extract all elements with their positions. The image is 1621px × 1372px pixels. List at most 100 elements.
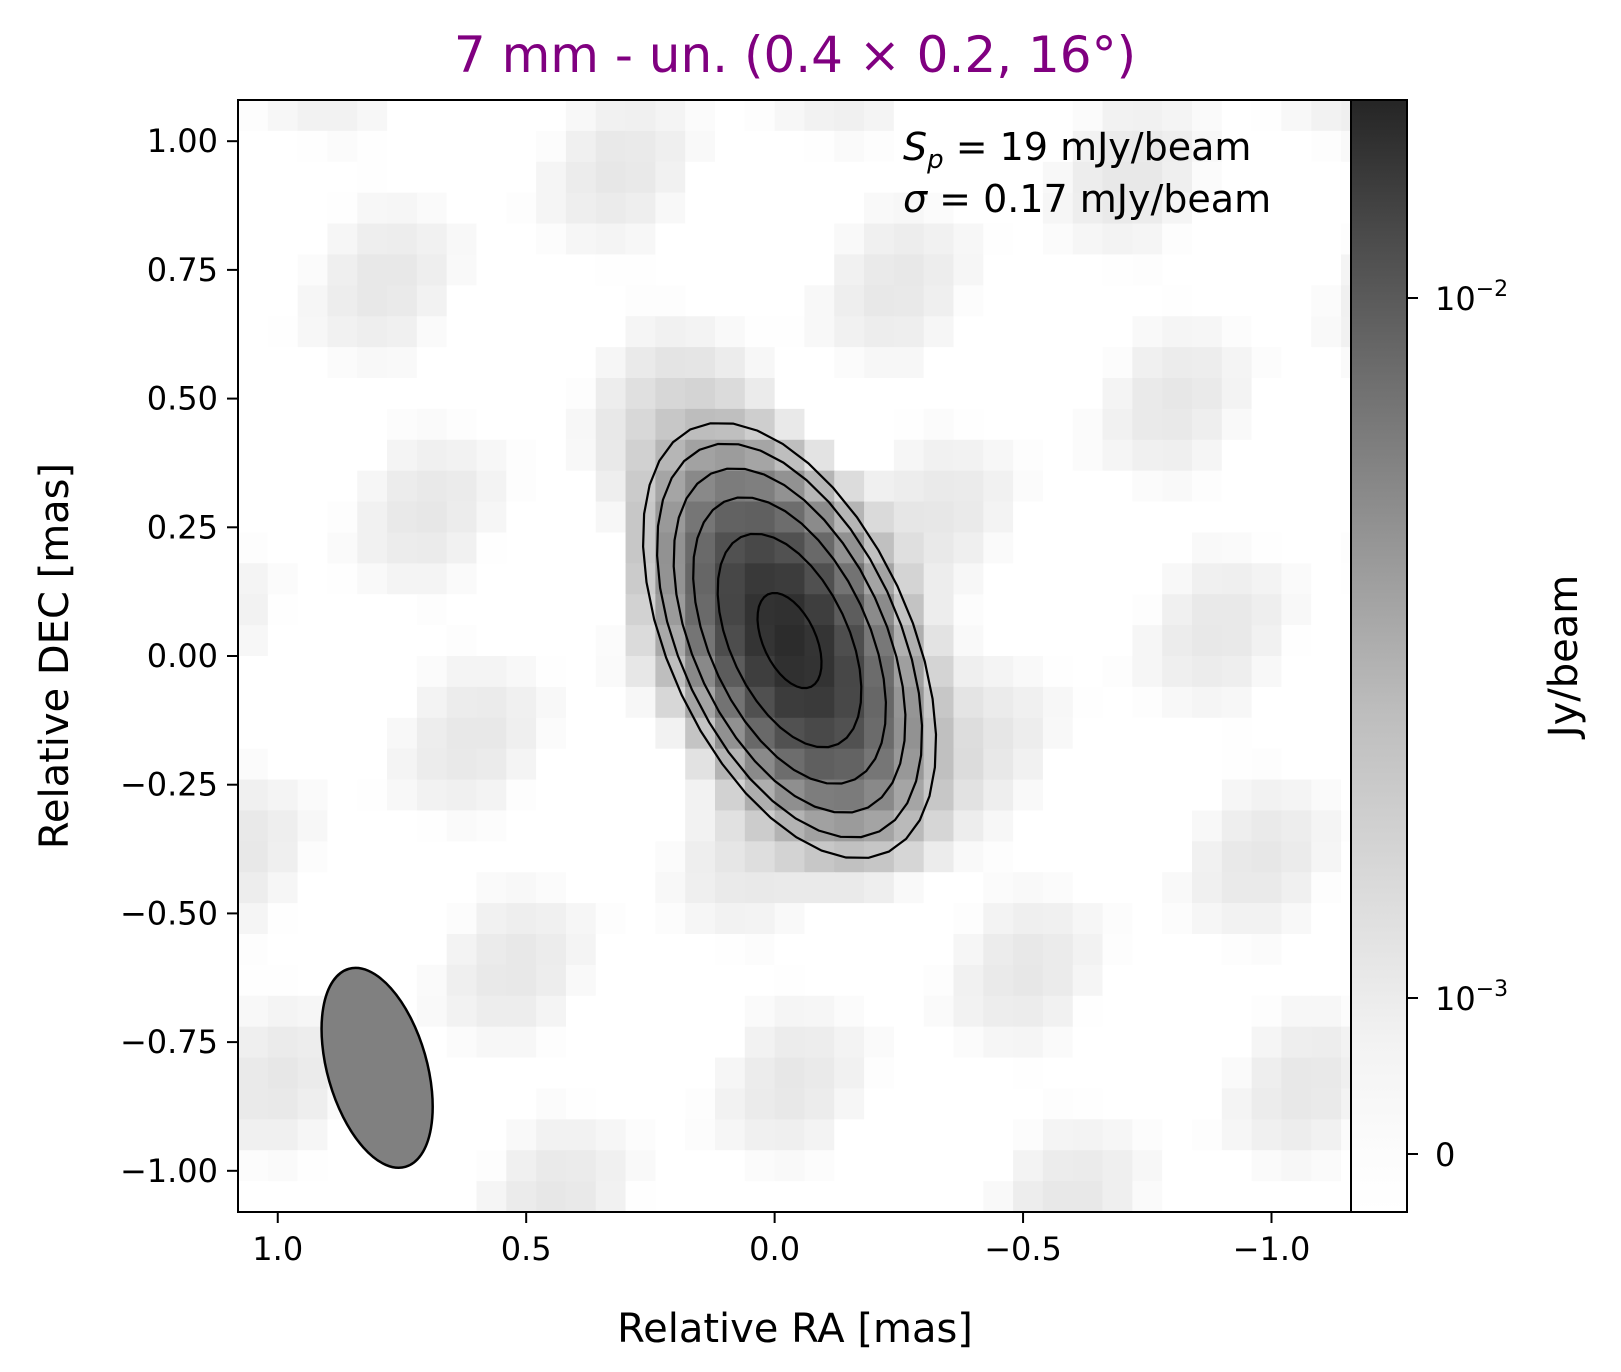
- image-pixel: [685, 779, 716, 812]
- image-pixel: [1341, 1150, 1351, 1182]
- image-pixel: [476, 1119, 507, 1151]
- image-pixel: [893, 408, 925, 441]
- image-pixel: [1341, 964, 1351, 997]
- image-pixel: [1341, 686, 1351, 719]
- image-pixel: [953, 161, 984, 194]
- image-pixel: [1251, 903, 1283, 935]
- image-pixel: [1311, 841, 1342, 873]
- image-pixel: [1132, 779, 1163, 812]
- image-pixel: [565, 347, 597, 379]
- image-pixel: [1221, 841, 1253, 873]
- image-pixel: [565, 656, 597, 688]
- image-pixel: [267, 686, 299, 719]
- image-pixel: [327, 625, 358, 657]
- image-pixel: [804, 347, 835, 379]
- image-pixel: [536, 100, 567, 132]
- image-pixel: [1341, 1057, 1351, 1090]
- image-pixel: [804, 378, 835, 410]
- image-pixel: [1013, 934, 1044, 966]
- image-pixel: [1192, 223, 1223, 256]
- image-pixel: [357, 810, 388, 842]
- image-pixel: [446, 872, 478, 904]
- image-pixel: [715, 810, 746, 842]
- image-pixel: [893, 161, 925, 194]
- image-pixel: [1281, 686, 1312, 719]
- image-pixel: [238, 501, 269, 534]
- image-pixel: [327, 1181, 358, 1212]
- image-pixel: [387, 656, 418, 688]
- image-pixel: [744, 100, 776, 132]
- image-pixel: [893, 100, 925, 132]
- image-pixel: [923, 748, 955, 781]
- image-pixel: [953, 1026, 984, 1059]
- image-pixel: [1341, 192, 1351, 225]
- image-pixel: [297, 1181, 329, 1212]
- image-pixel: [744, 161, 776, 194]
- image-pixel: [387, 563, 418, 595]
- image-pixel: [1251, 439, 1283, 472]
- image-pixel: [565, 130, 597, 163]
- image-pixel: [625, 378, 656, 410]
- image-pixel: [923, 995, 955, 1028]
- x-tick-label: 0.5: [501, 1230, 552, 1268]
- image-pixel: [238, 748, 269, 781]
- image-pixel: [1162, 378, 1193, 410]
- image-pixel: [446, 100, 478, 132]
- image-pixel: [685, 841, 716, 873]
- image-pixel: [387, 408, 418, 441]
- image-pixel: [238, 100, 269, 132]
- image-pixel: [1162, 1026, 1193, 1059]
- image-pixel: [1281, 161, 1312, 194]
- image-pixel: [804, 964, 835, 997]
- image-pixel: [565, 285, 597, 317]
- image-pixel: [297, 100, 329, 132]
- image-pixel: [804, 1150, 835, 1182]
- image-pixel: [626, 1212, 656, 1243]
- image-pixel: [387, 223, 418, 256]
- image-pixel: [1311, 625, 1342, 657]
- image-pixel: [1072, 903, 1104, 935]
- image-pixel: [1132, 347, 1163, 379]
- image-pixel: [1013, 285, 1044, 317]
- image-pixel: [476, 378, 507, 410]
- image-pixel: [267, 439, 299, 472]
- image-pixel: [536, 408, 567, 441]
- image-pixel: [446, 347, 478, 379]
- image-pixel: [506, 100, 537, 132]
- image-pixel: [416, 408, 448, 441]
- image-pixel: [1103, 1212, 1133, 1243]
- image-pixel: [864, 964, 895, 997]
- image-pixel: [1281, 501, 1312, 534]
- image-pixel: [536, 934, 567, 966]
- image-pixel: [536, 872, 567, 904]
- image-pixel: [893, 501, 925, 534]
- image-pixel: [506, 1119, 537, 1151]
- image-pixel: [1102, 686, 1133, 719]
- image-pixel: [715, 1181, 746, 1212]
- image-pixel: [1311, 130, 1342, 163]
- image-pixel: [387, 841, 418, 873]
- image-pixel: [923, 192, 955, 225]
- image-pixel: [864, 1181, 895, 1212]
- image-pixel: [953, 748, 984, 781]
- y-tick-label: 0.50: [147, 380, 218, 418]
- image-pixel: [1042, 1088, 1074, 1120]
- image-pixel: [565, 439, 597, 472]
- image-pixel: [595, 903, 627, 935]
- image-pixel: [715, 872, 746, 904]
- image-pixel: [595, 779, 627, 812]
- image-pixel: [804, 841, 835, 873]
- image-pixel: [1132, 748, 1163, 781]
- image-pixel: [774, 903, 806, 935]
- image-pixel: [893, 532, 925, 564]
- image-pixel: [1251, 1088, 1283, 1120]
- image-pixel: [804, 1119, 835, 1151]
- image-pixel: [1013, 872, 1044, 904]
- image-pixel: [506, 872, 537, 904]
- image-pixel: [595, 563, 627, 595]
- image-pixel: [1341, 130, 1351, 163]
- image-pixel: [655, 717, 686, 750]
- image-pixel: [953, 934, 984, 966]
- image-pixel: [625, 1119, 656, 1151]
- image-pixel: [327, 408, 358, 441]
